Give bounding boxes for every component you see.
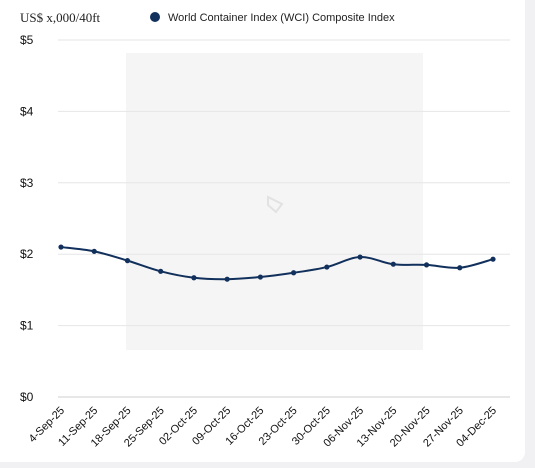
data-point[interactable]	[191, 275, 197, 281]
y-tick-label: $1	[20, 319, 34, 333]
series-points	[58, 244, 496, 282]
series-line-wci	[60, 246, 494, 281]
grid-lines	[58, 39, 510, 398]
legend-marker	[150, 12, 160, 22]
data-point[interactable]	[490, 256, 496, 262]
watermark-icon	[267, 195, 284, 214]
data-point[interactable]	[124, 258, 131, 264]
x-axis-ticks: 4-Sep-2511-Sep-2518-Sep-2525-Sep-2502-Oc…	[27, 405, 499, 450]
y-tick-label: $0	[20, 390, 34, 404]
chart-card: $0 $1 $2 $3 $4 $5 4-Sep-25 11-Sep-25 18-Sep-25 2…	[0, 0, 525, 462]
legend[interactable]: World Container Index (WCI) Composite In…	[150, 12, 395, 24]
data-point[interactable]	[224, 276, 230, 282]
y-tick-label: $2	[20, 247, 34, 261]
data-point[interactable]	[457, 265, 463, 271]
watermark-panel	[126, 53, 423, 350]
data-point[interactable]	[423, 262, 430, 268]
data-point[interactable]	[158, 268, 164, 274]
y-axis-ticks: $0 $1 $2 $3 $4 $5	[20, 33, 34, 404]
data-point[interactable]	[357, 254, 363, 260]
data-point[interactable]	[390, 261, 396, 267]
y-tick-label: $3	[20, 176, 34, 190]
data-point[interactable]	[257, 274, 263, 280]
y-unit-label: US$ x,000/40ft	[20, 10, 101, 25]
data-point[interactable]	[91, 248, 97, 254]
data-point[interactable]	[58, 244, 64, 250]
data-point[interactable]	[324, 264, 330, 270]
watermark	[126, 53, 423, 350]
legend-label: World Container Index (WCI) Composite In…	[168, 12, 395, 24]
chart: $0 $1 $2 $3 $4 $5 4-Sep-2511-Sep-2518-Sep-252…	[20, 10, 510, 450]
y-tick-label: $4	[20, 104, 34, 118]
y-tick-label: $5	[20, 33, 34, 47]
data-point[interactable]	[291, 270, 297, 276]
